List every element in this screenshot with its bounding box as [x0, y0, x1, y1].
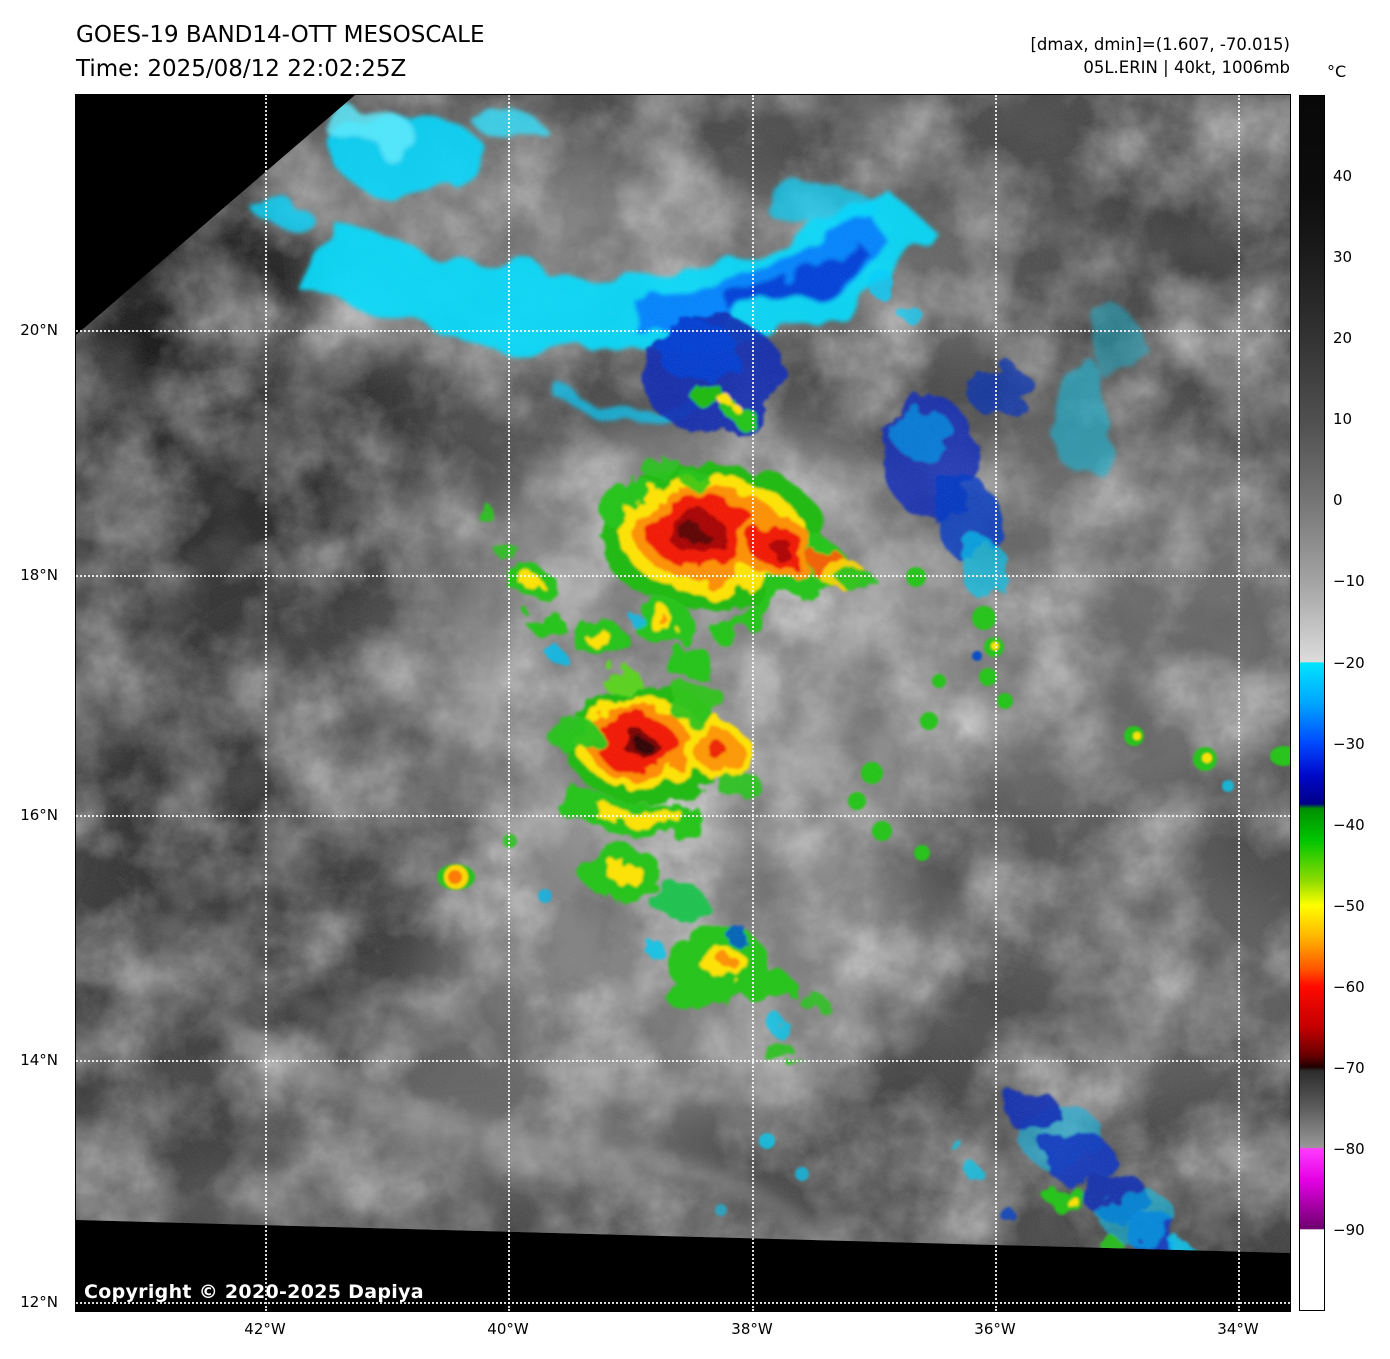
dmax-dmin-readout: [dmax, dmin]=(1.607, -70.015): [1030, 35, 1291, 54]
colorbar-tick-label: −40: [1333, 816, 1365, 834]
latitude-label: 16°N: [20, 806, 58, 824]
satellite-map: Copyright © 2020-2025 Dapiya: [75, 94, 1291, 1312]
colorbar-tick-label: −30: [1333, 735, 1365, 753]
colorbar-tick-label: 10: [1333, 410, 1353, 428]
colorbar-tick-label: −60: [1333, 978, 1365, 996]
longitude-label: 40°W: [487, 1320, 529, 1338]
header-left: GOES-19 BAND14-OTT MESOSCALE Time: 2025/…: [76, 18, 485, 86]
colorbar-tick-label: −50: [1333, 897, 1365, 915]
longitude-label: 34°W: [1217, 1320, 1259, 1338]
copyright: Copyright © 2020-2025 Dapiya: [84, 1281, 424, 1303]
latitude-label: 14°N: [20, 1051, 58, 1069]
colorbar-tick-label: 0: [1333, 491, 1343, 509]
colorbar-tick-label: −90: [1333, 1221, 1365, 1239]
storm-info: 05L.ERIN | 40kt, 1006mb: [1083, 58, 1290, 77]
colorbar-tick-label: −70: [1333, 1059, 1365, 1077]
satellite-image: [76, 95, 1290, 1311]
colorbar-tick-label: 30: [1333, 248, 1353, 266]
colorbar: [1299, 95, 1325, 1311]
latitude-label: 18°N: [20, 566, 58, 584]
page-title: GOES-19 BAND14-OTT MESOSCALE: [76, 22, 485, 48]
longitude-label: 38°W: [731, 1320, 773, 1338]
colorbar-tick-label: 40: [1333, 167, 1353, 185]
longitude-label: 36°W: [974, 1320, 1016, 1338]
colorbar-unit-label: °C: [1327, 62, 1347, 81]
colorbar-tick-label: −10: [1333, 572, 1365, 590]
colorbar-tick-label: 20: [1333, 329, 1353, 347]
colorbar-tick-label: −80: [1333, 1140, 1365, 1158]
timestamp: Time: 2025/08/12 22:02:25Z: [76, 56, 407, 82]
longitude-label: 42°W: [244, 1320, 286, 1338]
colorbar-tick-label: −20: [1333, 654, 1365, 672]
header-right: [dmax, dmin]=(1.607, -70.015) 05L.ERIN |…: [1031, 33, 1291, 79]
latitude-label: 20°N: [20, 321, 58, 339]
latitude-label: 12°N: [20, 1293, 58, 1311]
